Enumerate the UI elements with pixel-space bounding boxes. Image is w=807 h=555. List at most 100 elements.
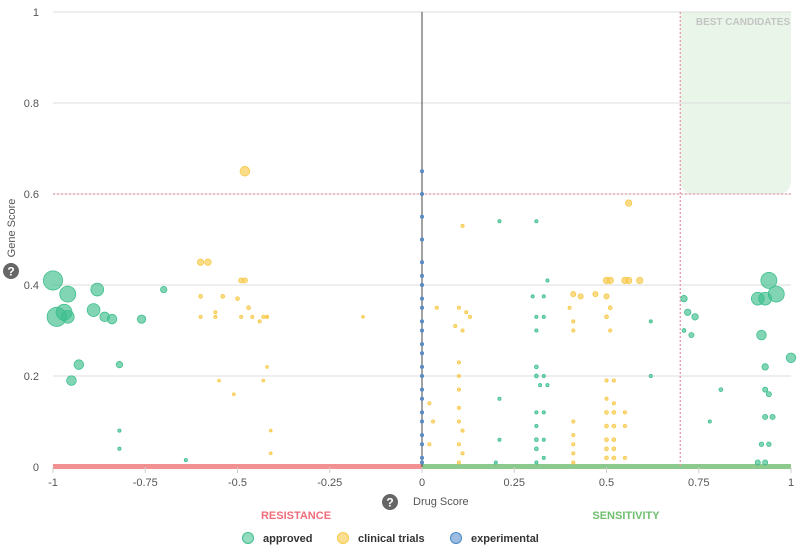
point-approved [60,310,75,324]
point-clinical-trials [431,419,436,424]
point-clinical-trials [261,378,266,383]
point-clinical-trials [570,291,577,298]
point-approved [117,446,122,451]
x-tick-label: 0 [419,477,425,489]
point-approved [681,328,687,333]
point-approved [541,410,546,415]
point-approved [541,314,546,319]
point-clinical-trials [456,373,461,378]
resistance-label: RESISTANCE [261,510,331,522]
point-approved [541,294,546,299]
point-clinical-trials [571,433,576,438]
point-approved [785,352,797,364]
point-experimental [419,364,424,369]
y-tick-label: 0 [33,462,39,474]
legend-item-approved[interactable]: approved [242,532,313,546]
best-candidates-label: BEST CANDIDATES [696,17,791,28]
point-approved [762,386,769,393]
point-clinical-trials [571,319,576,324]
sensitivity-bar [422,464,791,469]
x-tick-label: 0.25 [504,477,525,489]
point-clinical-trials [239,166,251,177]
point-approved [691,313,699,321]
point-clinical-trials [622,410,627,415]
point-clinical-trials [604,423,609,429]
point-clinical-trials [434,305,439,310]
point-approved [762,413,769,420]
point-experimental [419,237,424,242]
point-approved [718,387,724,392]
y-tick-label: 0.8 [24,98,39,110]
point-approved [117,428,122,433]
point-approved [534,373,539,379]
point-clinical-trials [456,405,461,410]
point-clinical-trials [604,446,609,452]
point-approved [707,419,712,424]
point-clinical-trials [257,319,262,324]
point-clinical-trials [460,451,465,456]
point-experimental [419,296,424,301]
legend-item-experimental[interactable]: experimental [450,532,539,546]
point-clinical-trials [217,378,221,383]
y-tick-label: 0.2 [24,371,39,383]
point-clinical-trials [625,199,633,207]
point-clinical-trials [239,314,244,319]
point-approved [769,413,776,420]
point-approved [538,383,543,388]
point-experimental [419,305,424,310]
svg-text:?: ? [7,265,14,279]
y-tick-label: 0.6 [24,189,39,201]
x-tick-label: 0.5 [599,477,614,489]
point-clinical-trials [571,328,576,333]
point-approved [761,363,769,371]
point-clinical-trials [571,451,576,456]
point-experimental [419,419,424,424]
point-clinical-trials [456,460,461,465]
point-approved [534,219,539,224]
point-clinical-trials [456,442,461,447]
x-tick-label: 1 [788,477,794,489]
point-clinical-trials [625,276,633,285]
x-axis-help-icon[interactable]: ? [382,494,398,510]
point-approved [106,313,118,325]
point-approved [115,361,124,369]
point-clinical-trials [265,365,269,369]
point-clinical-trials [456,360,461,365]
x-tick-label: -1 [48,477,58,489]
point-experimental [419,328,424,333]
point-clinical-trials [265,314,270,319]
point-clinical-trials [592,291,599,298]
point-approved [497,219,502,224]
point-clinical-trials [571,442,576,447]
point-clinical-trials [456,387,461,392]
legend-label-clinical-trials: clinical trials [358,533,425,545]
point-clinical-trials [246,305,251,311]
point-approved [541,455,546,460]
point-approved [767,285,785,303]
point-approved [648,373,653,378]
point-approved [59,285,77,303]
point-clinical-trials [611,378,616,383]
point-clinical-trials [198,294,203,299]
point-clinical-trials [611,401,616,406]
point-clinical-trials [604,314,609,320]
point-approved [684,308,692,316]
point-clinical-trials [220,294,226,299]
point-clinical-trials [606,276,614,285]
point-approved [541,373,546,378]
legend-item-clinical-trials[interactable]: clinical trials [337,532,425,546]
point-clinical-trials [607,305,613,311]
point-clinical-trials [571,460,576,465]
point-approved [534,460,539,465]
point-clinical-trials [611,446,617,452]
legend-label-experimental: experimental [471,533,539,545]
point-clinical-trials [453,323,458,328]
point-experimental [419,169,424,174]
sensitivity-label: SENSITIVITY [592,510,660,522]
point-approved [765,391,772,398]
point-approved [497,396,502,401]
y-axis-help-icon[interactable]: ? [3,263,19,279]
point-clinical-trials [456,305,461,310]
